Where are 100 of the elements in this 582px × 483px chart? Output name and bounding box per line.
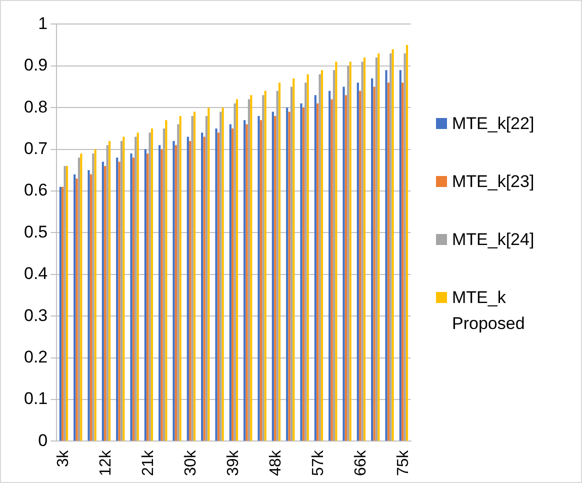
x-tick-label: 75k bbox=[395, 449, 412, 476]
bar bbox=[390, 53, 392, 441]
legend-label: MTE_k[24] bbox=[452, 229, 534, 251]
bar bbox=[146, 153, 149, 441]
y-tick-label: 0 bbox=[38, 430, 48, 450]
bar bbox=[150, 128, 154, 441]
bar bbox=[349, 62, 352, 441]
bar bbox=[373, 86, 376, 441]
bar bbox=[316, 103, 319, 441]
bar bbox=[88, 170, 90, 441]
y-tick-label: 0.2 bbox=[24, 347, 48, 366]
bar bbox=[62, 186, 64, 441]
x-tick-label: 30k bbox=[182, 449, 200, 476]
bar bbox=[222, 108, 224, 441]
bar bbox=[215, 128, 218, 441]
bar bbox=[402, 82, 404, 441]
legend-label: MTE_k[22] bbox=[452, 113, 534, 135]
bar bbox=[92, 153, 94, 441]
bar bbox=[76, 178, 78, 441]
bar bbox=[361, 62, 364, 441]
y-tick-label: 0.7 bbox=[24, 138, 48, 158]
bar bbox=[144, 149, 146, 441]
bar bbox=[59, 186, 62, 441]
bar bbox=[392, 49, 394, 441]
bar bbox=[330, 99, 333, 441]
bar bbox=[262, 95, 264, 441]
bar bbox=[264, 90, 266, 441]
bar bbox=[134, 136, 137, 441]
bar bbox=[90, 174, 92, 441]
bar bbox=[356, 82, 359, 441]
bar bbox=[248, 99, 250, 441]
bar bbox=[406, 45, 408, 441]
bar bbox=[118, 162, 120, 441]
bar bbox=[342, 86, 345, 441]
bar bbox=[122, 136, 125, 441]
bar bbox=[203, 136, 206, 441]
bar bbox=[375, 58, 378, 441]
bar bbox=[347, 66, 350, 441]
bar bbox=[387, 82, 390, 441]
bar bbox=[160, 149, 163, 441]
bar bbox=[260, 120, 262, 441]
bar bbox=[78, 158, 80, 441]
bar bbox=[290, 86, 293, 441]
bar bbox=[130, 153, 132, 441]
bar bbox=[244, 120, 246, 441]
bar bbox=[186, 136, 189, 441]
bar bbox=[208, 108, 210, 441]
bar bbox=[132, 158, 134, 441]
bar bbox=[276, 90, 278, 441]
bar bbox=[177, 124, 180, 441]
bar bbox=[300, 103, 302, 441]
bar bbox=[404, 53, 406, 441]
bar bbox=[66, 166, 68, 441]
bar bbox=[174, 145, 177, 441]
bar bbox=[162, 128, 166, 441]
bar bbox=[106, 145, 108, 441]
legend-label: MTE_k Proposed bbox=[452, 287, 526, 335]
bar bbox=[201, 132, 204, 441]
bar bbox=[136, 132, 139, 441]
bar bbox=[220, 112, 222, 441]
bar bbox=[344, 95, 347, 441]
bar bbox=[64, 166, 66, 441]
y-tick-label: 0.6 bbox=[24, 180, 48, 200]
bar bbox=[120, 140, 123, 441]
bar bbox=[232, 128, 234, 441]
bar bbox=[189, 140, 192, 441]
bar bbox=[94, 149, 96, 441]
bar bbox=[179, 116, 182, 441]
bar bbox=[250, 95, 252, 441]
bar bbox=[148, 132, 151, 441]
bar bbox=[314, 95, 316, 441]
bar bbox=[378, 53, 380, 441]
bar bbox=[236, 99, 238, 441]
bar bbox=[104, 166, 106, 441]
bar bbox=[335, 62, 338, 441]
x-tick-label: 39k bbox=[225, 449, 242, 476]
bar bbox=[272, 112, 274, 441]
bar bbox=[80, 153, 82, 441]
bar bbox=[274, 116, 276, 441]
bar bbox=[304, 82, 307, 441]
bar bbox=[306, 74, 309, 441]
bar bbox=[371, 78, 374, 441]
bar bbox=[234, 103, 236, 441]
bar bbox=[116, 158, 118, 441]
x-tick-label: 21k bbox=[140, 449, 158, 476]
bar bbox=[359, 90, 362, 441]
y-tick-label: 0.1 bbox=[24, 389, 48, 408]
bar bbox=[217, 132, 220, 441]
bar bbox=[399, 70, 402, 441]
bar bbox=[288, 112, 290, 441]
bar bbox=[278, 82, 281, 441]
y-tick-label: 1 bbox=[38, 14, 48, 33]
bar bbox=[191, 116, 194, 441]
y-tick-label: 0.5 bbox=[24, 222, 48, 242]
bar bbox=[108, 140, 111, 441]
y-tick-label: 0.4 bbox=[24, 264, 48, 284]
bar bbox=[229, 124, 232, 441]
x-tick-label: 48k bbox=[268, 449, 285, 476]
bar bbox=[172, 140, 175, 441]
bar bbox=[328, 90, 331, 441]
